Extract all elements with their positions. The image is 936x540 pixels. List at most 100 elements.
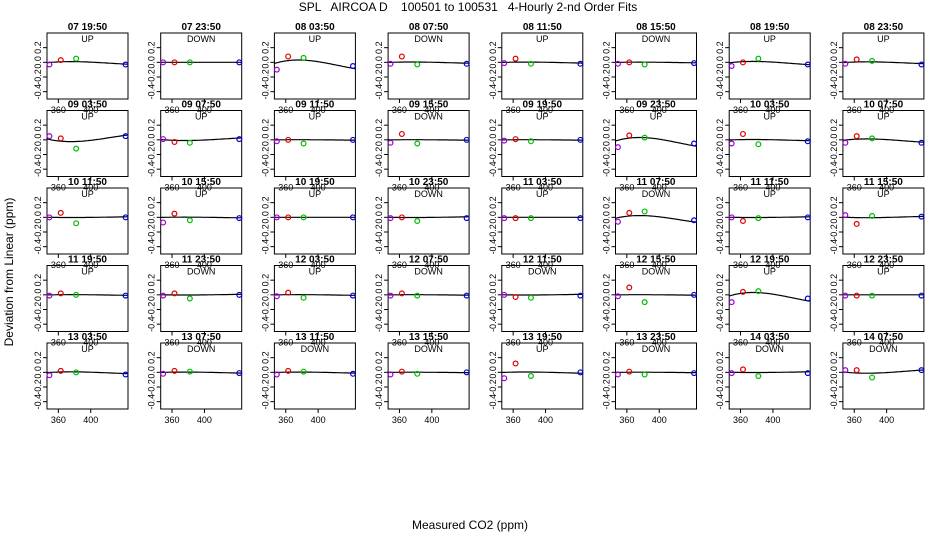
panel-title: 08 15:50 — [636, 22, 676, 33]
panel-title: 10 19:50 — [295, 177, 335, 188]
data-point — [501, 215, 508, 222]
y-tick-label: 0.2 — [33, 196, 43, 209]
y-tick-label: -0.2 — [147, 224, 157, 240]
y-tick-label: 0.0 — [829, 56, 839, 69]
data-point — [842, 212, 849, 219]
panel-direction: UP — [81, 344, 94, 354]
data-point — [46, 61, 53, 68]
y-tick-label: -0.2 — [715, 379, 725, 395]
fit-curve — [729, 371, 811, 374]
panel-title: 13 07:50 — [181, 332, 221, 343]
y-tick-label: -0.2 — [602, 69, 612, 85]
panel-title: 13 19:50 — [523, 332, 563, 343]
y-tick-label: 0.0 — [374, 211, 384, 224]
y-tick-label: -0.4 — [147, 239, 157, 255]
data-point — [46, 372, 53, 379]
data-point — [57, 209, 64, 216]
y-tick-label: 0.0 — [147, 56, 157, 69]
data-point — [512, 136, 519, 143]
x-tick-label: 360 — [506, 415, 521, 425]
fit-curve — [501, 61, 583, 64]
x-tick-label: 400 — [424, 415, 439, 425]
y-tick-label: -0.4 — [715, 239, 725, 255]
panel-direction: DOWN — [301, 344, 330, 354]
data-point — [853, 367, 860, 374]
data-point — [186, 368, 193, 375]
x-tick-label: 360 — [51, 415, 66, 425]
data-point — [236, 136, 243, 143]
y-tick-label: -0.4 — [33, 239, 43, 255]
y-tick-label: 0.2 — [488, 196, 498, 209]
fit-curve — [615, 61, 697, 64]
y-tick-label: -0.4 — [488, 161, 498, 177]
panel-direction: UP — [877, 112, 890, 122]
y-tick-label: 0.2 — [829, 119, 839, 132]
data-point — [414, 218, 421, 225]
y-tick-label: 0.2 — [33, 274, 43, 287]
data-point — [626, 368, 633, 375]
y-tick-label: 0.2 — [488, 41, 498, 54]
fit-curve — [729, 216, 811, 219]
panel-title: 09 15:50 — [409, 100, 449, 111]
y-tick-label: 0.2 — [260, 119, 270, 132]
y-tick-label: -0.4 — [260, 394, 270, 410]
y-tick-label: 0.2 — [829, 351, 839, 364]
data-point — [641, 61, 648, 68]
data-point — [918, 292, 925, 299]
fit-curve — [388, 139, 470, 141]
data-point — [463, 292, 470, 299]
panel-frame — [160, 110, 243, 177]
data-point — [691, 291, 698, 298]
data-point — [918, 61, 925, 68]
y-tick-label: -0.4 — [829, 84, 839, 100]
y-tick-label: -0.4 — [602, 84, 612, 100]
y-tick-label: -0.4 — [33, 84, 43, 100]
data-point — [577, 369, 584, 376]
data-point — [300, 214, 307, 221]
y-tick-label: -0.2 — [715, 302, 725, 318]
panel-title: 11 11:50 — [751, 177, 790, 188]
fit-curve — [842, 215, 924, 219]
data-point — [160, 292, 167, 299]
y-tick-label: -0.4 — [488, 84, 498, 100]
y-tick-label: 0.2 — [715, 351, 725, 364]
data-point — [73, 220, 80, 227]
panel-frame — [501, 110, 584, 177]
y-tick-label: 0.0 — [147, 134, 157, 147]
data-point — [122, 133, 129, 140]
y-tick-label: 0.0 — [260, 289, 270, 302]
panel-frame — [501, 187, 584, 255]
panel-direction: UP — [877, 267, 890, 277]
y-tick-label: -0.2 — [488, 302, 498, 318]
data-point — [285, 367, 292, 374]
panel-direction: UP — [309, 112, 322, 122]
data-point — [501, 137, 508, 144]
x-tick-label: 360 — [733, 415, 748, 425]
y-tick-label: 0.2 — [715, 41, 725, 54]
panel-frame — [387, 32, 470, 100]
y-tick-label: 0.2 — [602, 196, 612, 209]
data-point — [186, 59, 193, 66]
y-tick-label: 0.0 — [260, 56, 270, 69]
fit-curve — [615, 215, 697, 223]
data-point — [869, 374, 876, 381]
y-tick-label: 0.2 — [147, 119, 157, 132]
data-point — [853, 56, 860, 63]
panel-frame — [728, 342, 811, 410]
data-point — [300, 140, 307, 147]
data-point — [641, 208, 648, 215]
y-tick-label: 0.0 — [602, 56, 612, 69]
data-point — [527, 294, 534, 301]
data-point — [414, 370, 421, 377]
y-tick-label: -0.2 — [33, 147, 43, 163]
y-tick-label: -0.2 — [260, 147, 270, 163]
data-point — [755, 55, 762, 62]
y-tick-label: 0.2 — [147, 351, 157, 364]
data-point — [171, 59, 178, 66]
y-tick-label: -0.4 — [374, 394, 384, 410]
panel-frame — [501, 342, 584, 410]
